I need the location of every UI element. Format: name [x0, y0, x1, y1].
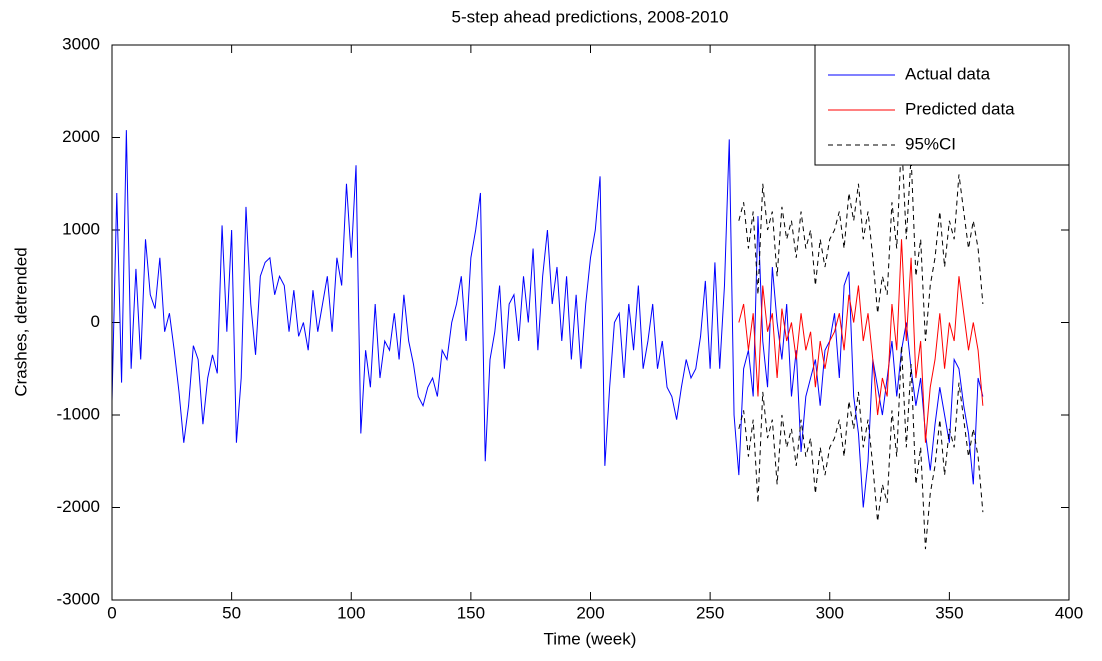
x-axis-label: Time (week) — [544, 629, 637, 648]
x-tick-label: 0 — [107, 603, 116, 622]
legend-label: Predicted data — [905, 99, 1015, 118]
y-axis-label: Crashes, detrended — [11, 247, 30, 396]
x-tick-label: 350 — [935, 603, 963, 622]
x-tick-label: 400 — [1055, 603, 1083, 622]
legend-label: 95%CI — [905, 134, 956, 153]
y-tick-label: -3000 — [57, 589, 100, 608]
x-tick-label: 100 — [337, 603, 365, 622]
y-tick-label: 2000 — [62, 127, 100, 146]
y-tick-label: -2000 — [57, 497, 100, 516]
x-tick-label: 250 — [696, 603, 724, 622]
series-line — [738, 239, 984, 443]
chart-title: 5-step ahead predictions, 2008-2010 — [452, 7, 729, 26]
legend-label: Actual data — [905, 64, 991, 83]
x-tick-label: 150 — [457, 603, 485, 622]
plot-frame — [111, 44, 1070, 601]
series-line — [111, 130, 984, 508]
x-tick-label: 300 — [816, 603, 844, 622]
y-tick-label: 1000 — [62, 219, 100, 238]
series-line — [738, 345, 984, 550]
y-tick-label: 0 — [91, 312, 100, 331]
x-tick-label: 200 — [576, 603, 604, 622]
series-line — [738, 137, 984, 342]
x-tick-label: 50 — [222, 603, 241, 622]
y-tick-label: -1000 — [57, 404, 100, 423]
y-tick-label: 3000 — [62, 34, 100, 53]
